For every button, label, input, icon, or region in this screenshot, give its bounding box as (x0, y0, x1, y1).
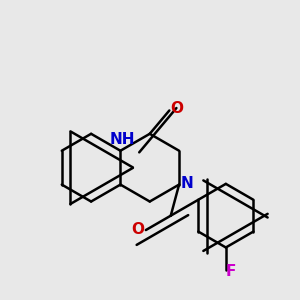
Text: F: F (226, 264, 236, 279)
Text: O: O (170, 100, 183, 116)
Text: O: O (131, 222, 144, 237)
Text: NH: NH (109, 132, 135, 147)
Text: N: N (181, 176, 194, 190)
